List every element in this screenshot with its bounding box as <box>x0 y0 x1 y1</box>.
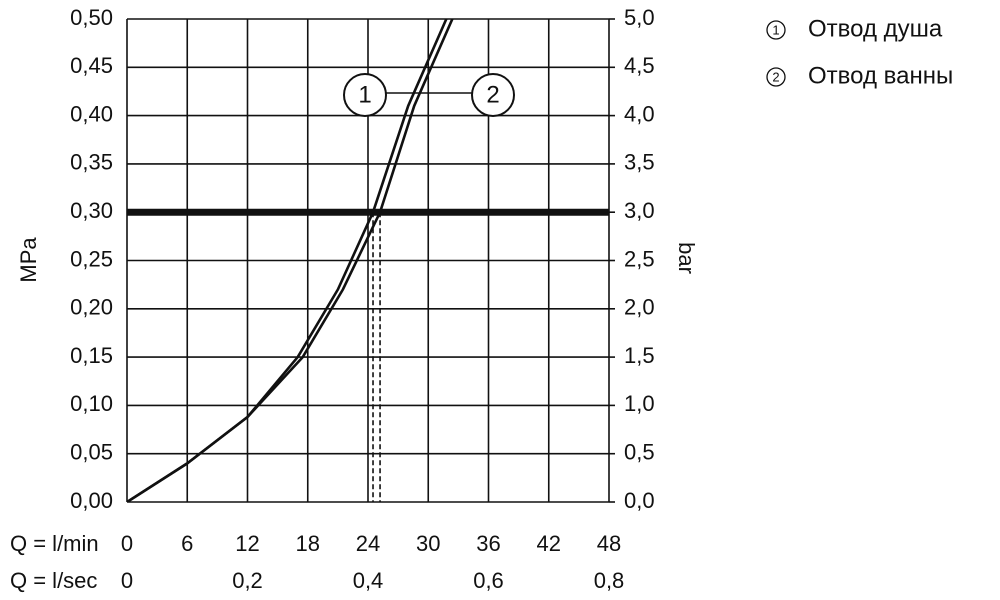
x-tick-label: 42 <box>537 531 561 556</box>
legend-label: Отвод душа <box>808 15 943 42</box>
y-tick-label: 0,50 <box>70 5 113 30</box>
x-tick-label: 6 <box>181 531 193 556</box>
y2-tick-label: 0,5 <box>624 440 655 465</box>
legend-marker-label: 2 <box>772 69 779 84</box>
y-axis-label: MPa <box>16 237 41 283</box>
callout-label: 2 <box>486 81 499 108</box>
y-tick-label: 0,15 <box>70 343 113 368</box>
callout-label: 1 <box>358 81 371 108</box>
series-line <box>127 19 454 502</box>
x-axis-label: Q = l/min <box>10 531 99 556</box>
y2-tick-label: 0,0 <box>624 488 655 513</box>
x-tick-label: 18 <box>296 531 320 556</box>
y2-tick-label: 2,0 <box>624 295 655 320</box>
callout-circle <box>471 73 515 117</box>
legend-marker-label: 1 <box>772 22 779 37</box>
x-tick-label: 36 <box>476 531 500 556</box>
legend-label: Отвод ванны <box>808 62 953 89</box>
y-tick-label: 0,05 <box>70 440 113 465</box>
y-tick-label: 0,10 <box>70 391 113 416</box>
x-tick-label: 30 <box>416 531 440 556</box>
x2-tick-label: 0,2 <box>232 568 263 593</box>
y-tick-label: 0,40 <box>70 101 113 126</box>
x2-axis-label: Q = l/sec <box>10 568 97 593</box>
y-tick-label: 0,00 <box>70 488 113 513</box>
callout-circle <box>343 73 387 117</box>
y-tick-label: 0,20 <box>70 295 113 320</box>
x2-tick-label: 0 <box>121 568 133 593</box>
legend-marker <box>766 20 786 40</box>
x-tick-label: 48 <box>597 531 621 556</box>
y2-tick-label: 2,5 <box>624 246 655 271</box>
y-tick-label: 0,25 <box>70 246 113 271</box>
y2-tick-label: 3,0 <box>624 198 655 223</box>
y2-tick-label: 1,5 <box>624 343 655 368</box>
y2-tick-label: 4,0 <box>624 101 655 126</box>
x-tick-label: 0 <box>121 531 133 556</box>
legend-marker <box>766 67 786 87</box>
y2-tick-label: 3,5 <box>624 150 655 175</box>
x-tick-label: 24 <box>356 531 380 556</box>
y-tick-label: 0,30 <box>70 198 113 223</box>
y-tick-label: 0,45 <box>70 53 113 78</box>
y-tick-label: 0,35 <box>70 150 113 175</box>
y2-tick-label: 4,5 <box>624 53 655 78</box>
x2-tick-label: 0,4 <box>353 568 384 593</box>
x2-tick-label: 0,8 <box>594 568 625 593</box>
y2-tick-label: 1,0 <box>624 391 655 416</box>
y2-axis-label: bar <box>674 242 699 274</box>
x-tick-label: 12 <box>235 531 259 556</box>
y2-tick-label: 5,0 <box>624 5 655 30</box>
x2-tick-label: 0,6 <box>473 568 504 593</box>
